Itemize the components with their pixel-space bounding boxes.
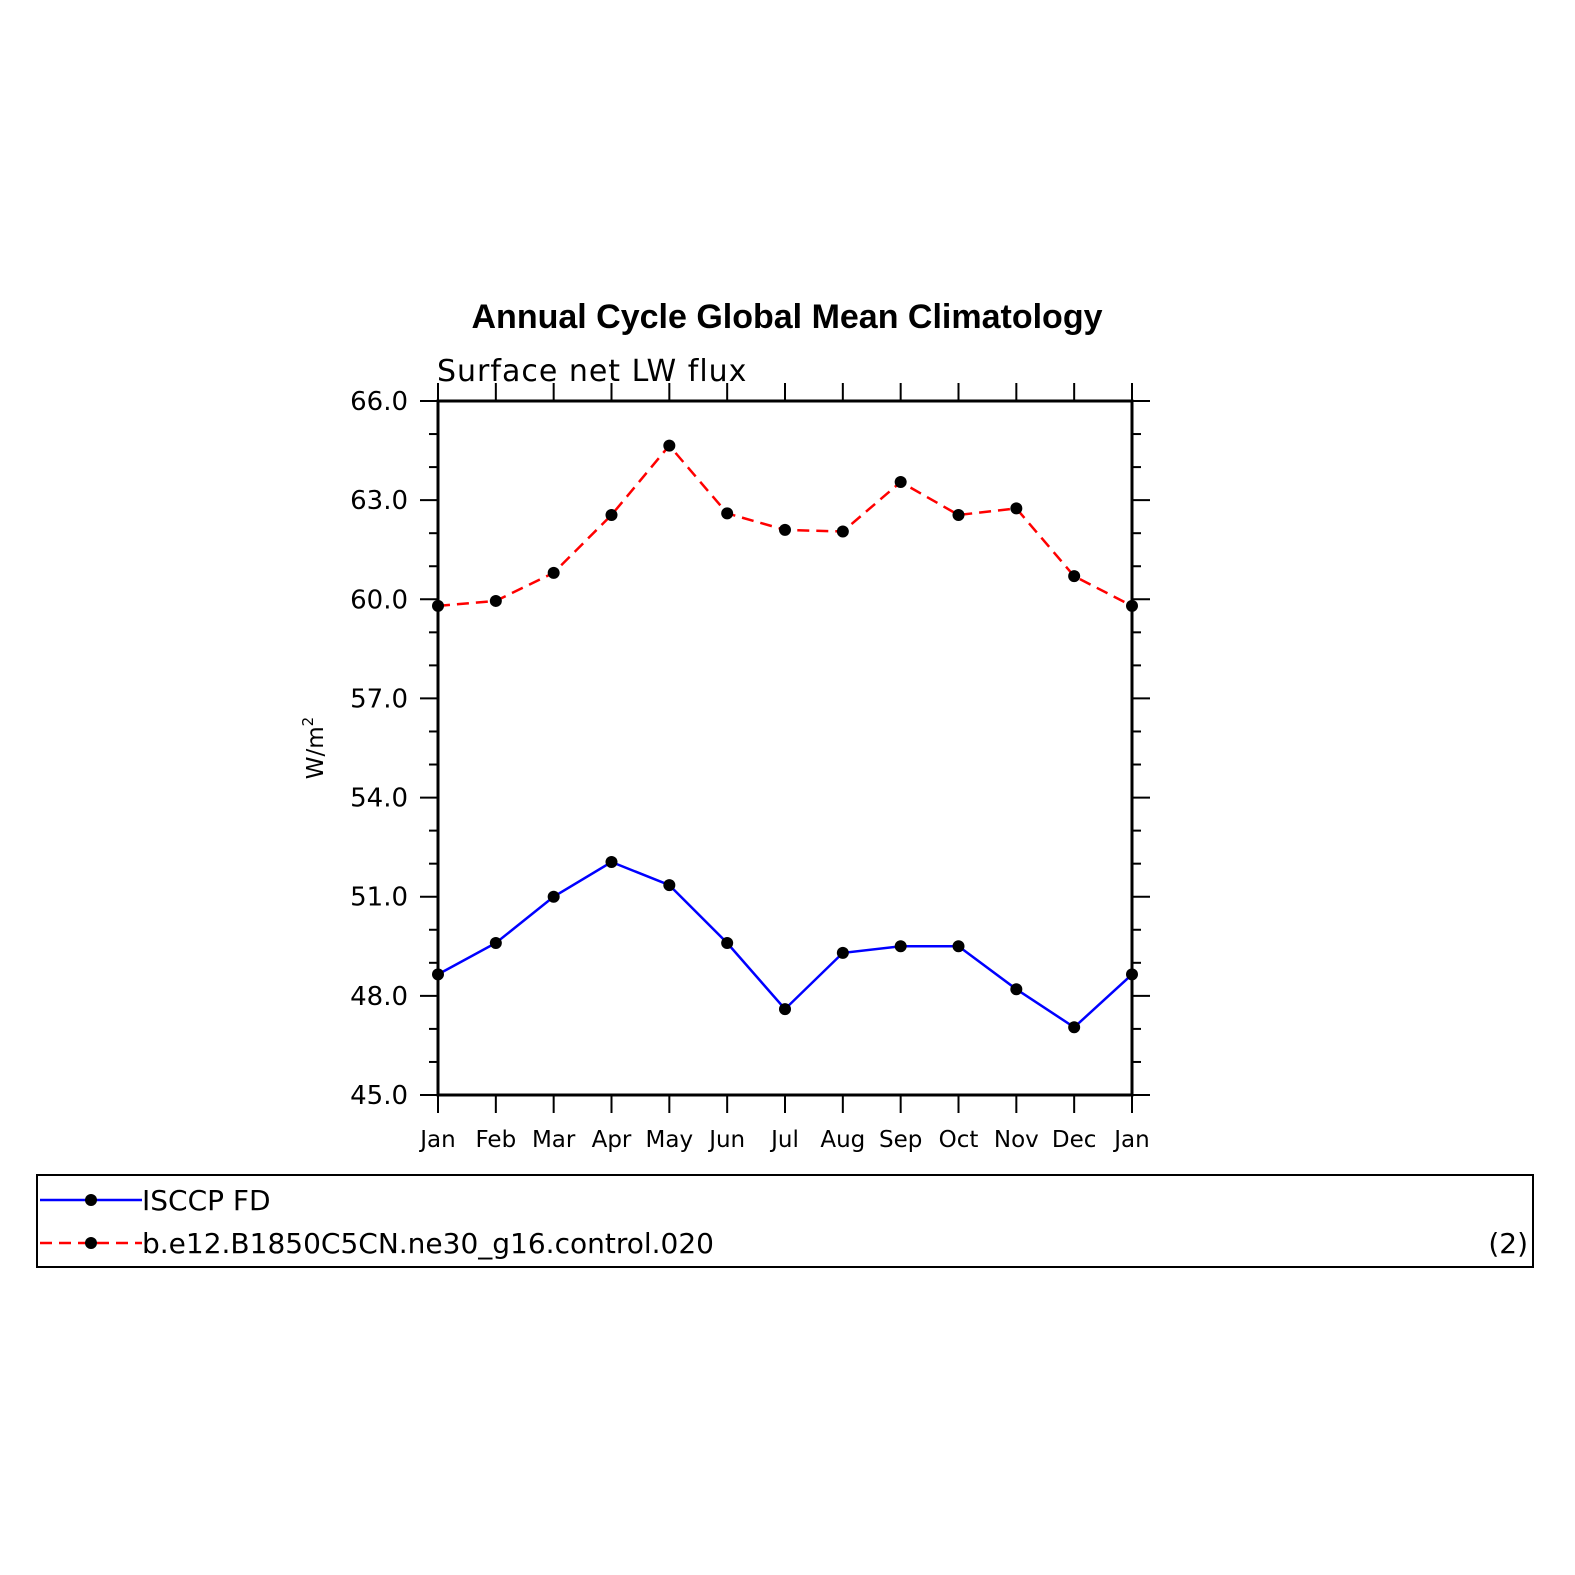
legend-marker-model (85, 1237, 97, 1249)
x-tick-label: Apr (592, 1127, 632, 1153)
y-tick-label: 48.0 (350, 982, 408, 1012)
series-1-point (605, 509, 618, 522)
series-1-point (663, 439, 676, 452)
y-tick-label: 51.0 (350, 883, 408, 913)
series-0-point (779, 1003, 791, 1016)
chart-subtitle: Surface net LW flux (437, 354, 747, 389)
x-tick-label: May (646, 1127, 694, 1153)
x-tick-label: Dec (1052, 1127, 1097, 1153)
legend-entry-model: b.e12.B1850C5CN.ne30_g16.control.020 (142, 1227, 714, 1260)
series-1-point (836, 525, 849, 538)
legend: ISCCP FD b.e12.B1850C5CN.ne30_g16.contro… (36, 1174, 1534, 1268)
tick-labels: 45.0 48.0 51.0 54.0 57.0 60.0 63.0 66.0 Jan Feb Ma… (350, 387, 1150, 1153)
x-tick-label: Jan (418, 1127, 455, 1153)
series-0-point (952, 940, 965, 953)
y-tick-label: 66.0 (350, 387, 408, 417)
series-1-point (894, 475, 907, 488)
y-tick-label: 45.0 (350, 1081, 408, 1111)
x-tick-label: Aug (820, 1127, 865, 1153)
legend-box (36, 1174, 1534, 1268)
series-1-point (547, 566, 560, 579)
series-0-point (894, 940, 907, 953)
series-1-point (489, 594, 502, 607)
series-0-point (1010, 983, 1023, 996)
series-0-point (547, 890, 560, 903)
x-tick-label: Jun (707, 1127, 745, 1153)
x-tick-label: Feb (475, 1127, 516, 1153)
series-0-point (1068, 1021, 1081, 1034)
series-0-point (489, 936, 502, 949)
y-axis-label: W/m2 (299, 717, 329, 779)
series-0-point (836, 946, 849, 959)
plot-frame (436, 399, 1134, 1097)
series-1-point (779, 523, 791, 536)
series-1-point (1010, 502, 1023, 515)
y-tick-label: 57.0 (350, 684, 408, 714)
series-1-point (1068, 570, 1081, 583)
legend-note: (2) (1488, 1227, 1528, 1260)
legend-marker-isccp-fd (85, 1194, 97, 1206)
series-0-point (605, 856, 618, 869)
x-tick-label: Jul (769, 1127, 799, 1153)
x-tick-label: Sep (879, 1127, 922, 1153)
y-tick-label: 63.0 (350, 486, 408, 516)
series-0-point (721, 936, 734, 949)
svg-text:W/m2: W/m2 (299, 717, 329, 779)
x-tick-label: Mar (532, 1127, 576, 1153)
x-tick-label: Nov (994, 1127, 1039, 1153)
series-1-point (721, 507, 734, 520)
y-axis-label-text: W/m (303, 726, 329, 779)
y-axis-label-superscript: 2 (299, 717, 317, 727)
y-tick-label: 54.0 (350, 784, 408, 814)
series-0-point (663, 879, 676, 892)
series-line-0 (437, 860, 1133, 1029)
x-tick-label: Jan (1112, 1127, 1149, 1153)
chart-title: Annual Cycle Global Mean Climatology (472, 298, 1103, 336)
x-tick-label: Oct (939, 1127, 979, 1153)
series-1-point (952, 509, 965, 522)
legend-entry-isccp-fd: ISCCP FD (142, 1184, 271, 1217)
y-tick-label: 60.0 (350, 585, 408, 615)
